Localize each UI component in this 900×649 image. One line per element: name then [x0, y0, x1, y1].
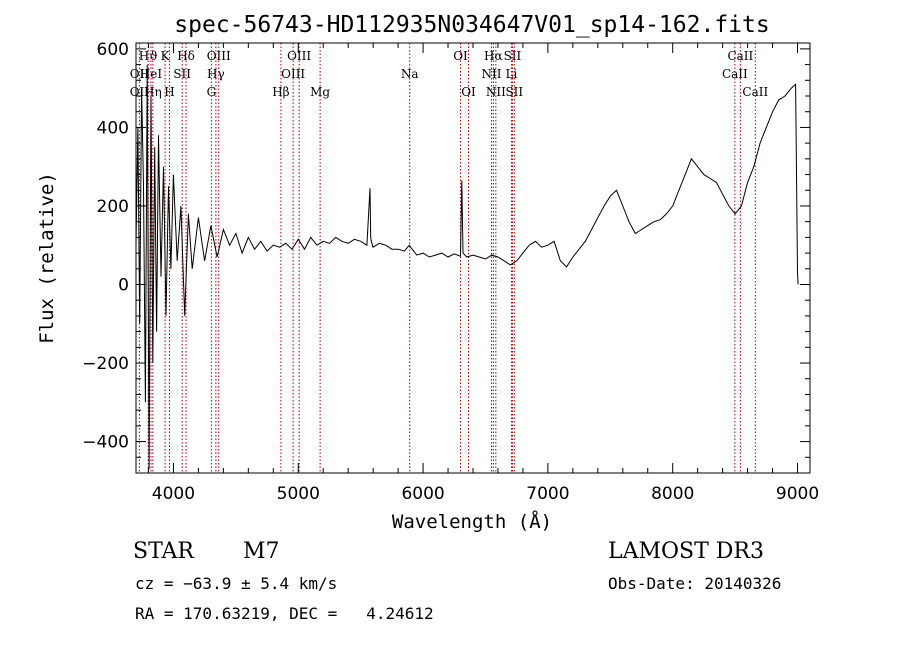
spectral-line-label: Mg: [310, 85, 330, 99]
object-class: STAR: [133, 539, 194, 564]
spectral-line-label: OIII: [207, 49, 231, 63]
x-axis: 4000 5000 6000 7000 8000 9000: [147, 43, 819, 504]
spectral-line-label: OIII: [287, 49, 311, 63]
spectral-line-label: OII: [130, 67, 150, 81]
spectral-line-label: Hδ: [177, 49, 195, 63]
chart-title: spec-56743-HD112935N034647V01_sp14-162.f…: [174, 12, 769, 38]
y-tick-label: 200: [97, 197, 129, 217]
spectral-line-label: Hη: [144, 85, 162, 99]
x-tick-label: 9000: [776, 484, 819, 504]
spectral-line-markers: [138, 43, 756, 473]
obs-date: Obs-Date: 20140326: [608, 574, 782, 593]
ra-dec: RA = 170.63219, DEC = 4.24612: [135, 604, 434, 623]
spectral-line-label: HeI: [140, 67, 163, 81]
spectral-line-label: OIII: [281, 67, 305, 81]
redshift-cz: cz = −63.9 ± 5.4 km/s: [135, 574, 338, 593]
x-tick-label: 8000: [651, 484, 694, 504]
plot-frame: [135, 42, 811, 474]
spectral-line-label: CaII: [722, 67, 748, 81]
y-tick-label: 600: [97, 40, 129, 60]
y-tick-label: 0: [118, 276, 129, 296]
spectral-line-label: CaII: [742, 85, 768, 99]
survey-name: LAMOST DR3: [608, 539, 764, 564]
x-tick-label: 4000: [152, 484, 195, 504]
spectral-line-label: Hα: [484, 49, 503, 63]
spectral-line-label: NII: [481, 67, 501, 81]
spectral-line-label: Hβ: [272, 85, 289, 99]
spectral-line-label: Li: [506, 67, 518, 81]
x-tick-label: 7000: [526, 484, 569, 504]
spectral-line-label: K: [161, 49, 171, 63]
x-tick-label: 6000: [401, 484, 444, 504]
spectral-line-label: SII: [173, 67, 191, 81]
spectral-line-label: Na: [401, 67, 419, 81]
y-tick-label: 400: [97, 118, 129, 138]
y-tick-label: −200: [82, 354, 129, 374]
spectral-line-label: Hγ: [207, 67, 225, 81]
x-axis-title: Wavelength (Å): [392, 510, 552, 533]
object-subclass: M7: [243, 539, 280, 564]
spectral-line-label: OII: [130, 85, 150, 99]
spectral-line-label: G: [207, 85, 217, 99]
y-tick-label: −400: [82, 433, 129, 453]
spectral-line-label: H: [164, 85, 174, 99]
spectral-line-label: Hϑ: [139, 49, 158, 63]
spectral-line-label: CaII: [727, 49, 753, 63]
x-tick-label: 5000: [277, 484, 320, 504]
spectral-line-label: SII: [505, 85, 523, 99]
spectral-line-label: OI: [461, 85, 476, 99]
spectrum-line: [135, 64, 799, 470]
y-axis-title: Flux (relative): [36, 172, 58, 344]
spectral-line-label: NII: [486, 85, 506, 99]
y-axis: −400 −200 0 200 400 600: [82, 40, 810, 474]
spectral-line-label: SII: [504, 49, 522, 63]
spectral-line-label: OI: [453, 49, 468, 63]
